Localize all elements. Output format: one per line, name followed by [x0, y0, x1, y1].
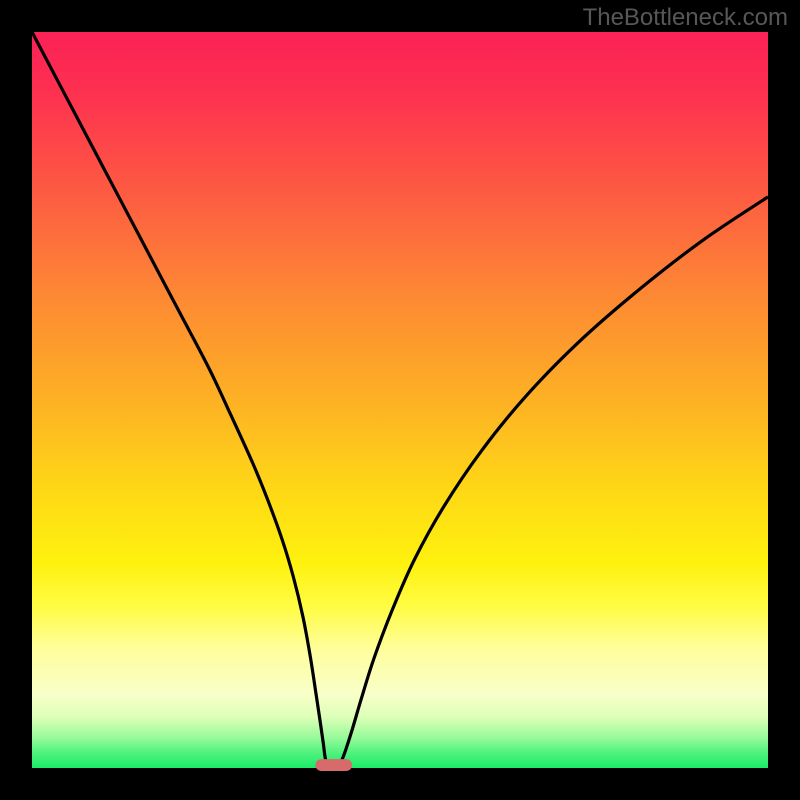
bottleneck-chart — [0, 0, 800, 800]
minimum-marker — [315, 759, 352, 771]
plot-background — [32, 32, 768, 768]
watermark-text: TheBottleneck.com — [583, 4, 788, 32]
